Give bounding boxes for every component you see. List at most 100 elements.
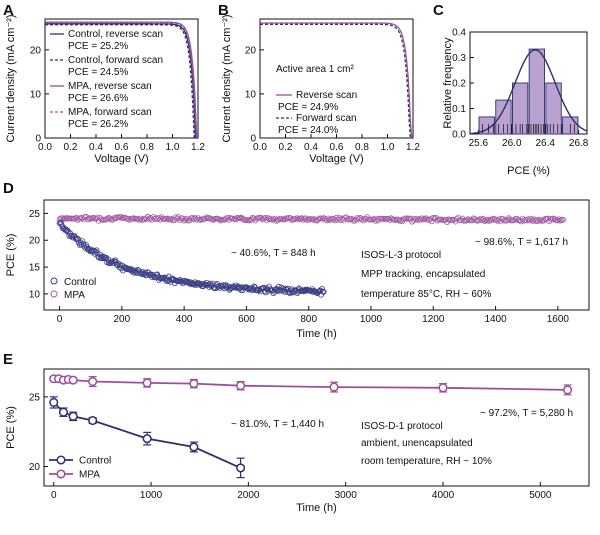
marker-mpa (479, 217, 485, 223)
marker-mpa (500, 216, 506, 222)
annotation-active-area: Active area 1 cm² (276, 64, 354, 75)
series-line-mpa (53, 377, 568, 391)
legend-label: Reverse scan (296, 90, 357, 101)
marker-mpa (476, 217, 483, 223)
marker-control (68, 411, 78, 421)
marker-mpa (533, 217, 540, 223)
marker-mpa (458, 217, 464, 223)
panel-d: 0 200 400 600 800 1000 1200 1400 1600 10 15 20 25 Tim… (3, 180, 590, 340)
annotation-protocol: ISOS-L-3 protocol (361, 250, 441, 261)
marker-mpa (325, 215, 332, 222)
marker-mpa (88, 376, 98, 387)
annotation-control-retention: ~ 81.0%, T = 1,440 h (231, 419, 324, 430)
marker-mpa (418, 215, 425, 222)
y-tick-label: 20 (29, 462, 41, 473)
y-tick-label: 0.3 (452, 53, 466, 64)
marker-mpa (360, 217, 367, 224)
x-axis-label: PCE (%) (507, 165, 550, 177)
marker-mpa (287, 215, 294, 222)
marker-mpa (190, 216, 197, 222)
marker-mpa (547, 215, 554, 222)
marker-mpa (544, 215, 551, 222)
panel-b: 0.0 0.2 0.4 0.6 0.8 1.0 1.2 0 10 20 Voltage (V) Cur… (218, 2, 420, 165)
marker-mpa (529, 217, 536, 224)
legend-label: Control, reverse scan (68, 29, 163, 40)
x-tick-label: 800 (300, 314, 317, 325)
histogram-bar (512, 82, 529, 135)
marker-mpa (358, 216, 365, 223)
marker-mpa (397, 217, 404, 223)
x-tick-label: 3000 (335, 490, 358, 501)
jv-curve-reverse-scan (260, 22, 413, 139)
marker-mpa (423, 215, 429, 222)
x-tick-label: 0.0 (38, 142, 52, 153)
legend-label: MPA, forward scan (68, 107, 152, 118)
marker-mpa (189, 379, 199, 389)
marker-mpa (193, 216, 200, 223)
marker-control (88, 415, 98, 426)
marker-mpa (514, 215, 520, 222)
y-tick-label: 20 (245, 45, 257, 56)
marker-mpa (507, 216, 513, 223)
marker-control (115, 260, 122, 267)
marker-control (128, 268, 135, 274)
marker-mpa (248, 216, 255, 223)
plot-frame (43, 199, 590, 311)
legend-marker (56, 455, 66, 465)
annotation-environment: room temperature, RH ~ 10% (361, 456, 492, 467)
marker-mpa (465, 216, 471, 223)
marker-mpa (210, 216, 217, 223)
legend-pce: PCE = 26.2% (68, 119, 128, 130)
y-axis-label: Relative frequency (442, 37, 454, 129)
x-tick-label: 1000 (140, 490, 163, 501)
x-tick-label: 26.8 (569, 138, 589, 149)
marker-mpa (339, 215, 346, 222)
x-tick-label: 5000 (529, 490, 552, 501)
x-tick-label: 0.0 (253, 142, 267, 153)
marker-control (107, 260, 114, 267)
x-tick-label: 0.8 (355, 142, 369, 153)
legend-marker (50, 290, 58, 298)
y-axis-label: Current density (mA cm⁻²) (5, 14, 17, 142)
x-tick-label: 2000 (237, 490, 260, 501)
legend-pce: PCE = 24.0% (278, 125, 338, 136)
legend-pce: PCE = 24.9% (278, 102, 338, 113)
panel-label: E (3, 351, 13, 368)
marker-mpa (175, 214, 182, 220)
legend-marker (50, 277, 58, 285)
annotation-condition: MPP tracking, encapsulated (361, 269, 485, 280)
marker-mpa (174, 215, 180, 222)
marker-mpa (72, 215, 78, 222)
marker-mpa (164, 215, 171, 222)
marker-mpa (298, 215, 305, 222)
marker-mpa (232, 216, 239, 223)
x-tick-label: 1400 (484, 314, 507, 325)
annotation-mpa-retention: ~ 98.6%, T = 1,617 h (475, 237, 568, 248)
legend-label: MPA (64, 290, 85, 301)
marker-control (123, 266, 130, 273)
x-tick-label: 0 (57, 314, 63, 325)
annotation-mpa-retention: ~ 97.2%, T = 5,280 h (480, 408, 573, 419)
legend-label: Forward scan (296, 113, 357, 124)
y-tick-label: 10 (245, 89, 257, 100)
x-tick-label: 4000 (432, 490, 455, 501)
marker-mpa (332, 217, 339, 224)
x-tick-label: 1.0 (166, 142, 180, 153)
marker-mpa (258, 214, 264, 221)
marker-mpa (549, 216, 555, 223)
y-tick-label: 20 (30, 45, 42, 56)
marker-mpa (551, 216, 558, 223)
y-tick-label: 0.2 (452, 79, 466, 90)
marker-mpa (236, 381, 246, 391)
jv-curve-mpa-forward-scan (45, 21, 198, 139)
marker-mpa (151, 216, 158, 222)
marker-mpa (182, 216, 189, 223)
marker-mpa (410, 217, 417, 224)
marker-mpa (68, 375, 78, 385)
marker-mpa (374, 216, 381, 222)
marker-mpa (136, 216, 143, 223)
histogram-bar (545, 82, 562, 135)
x-tick-label: 1.2 (191, 142, 205, 153)
y-tick-label: 0 (250, 134, 256, 145)
